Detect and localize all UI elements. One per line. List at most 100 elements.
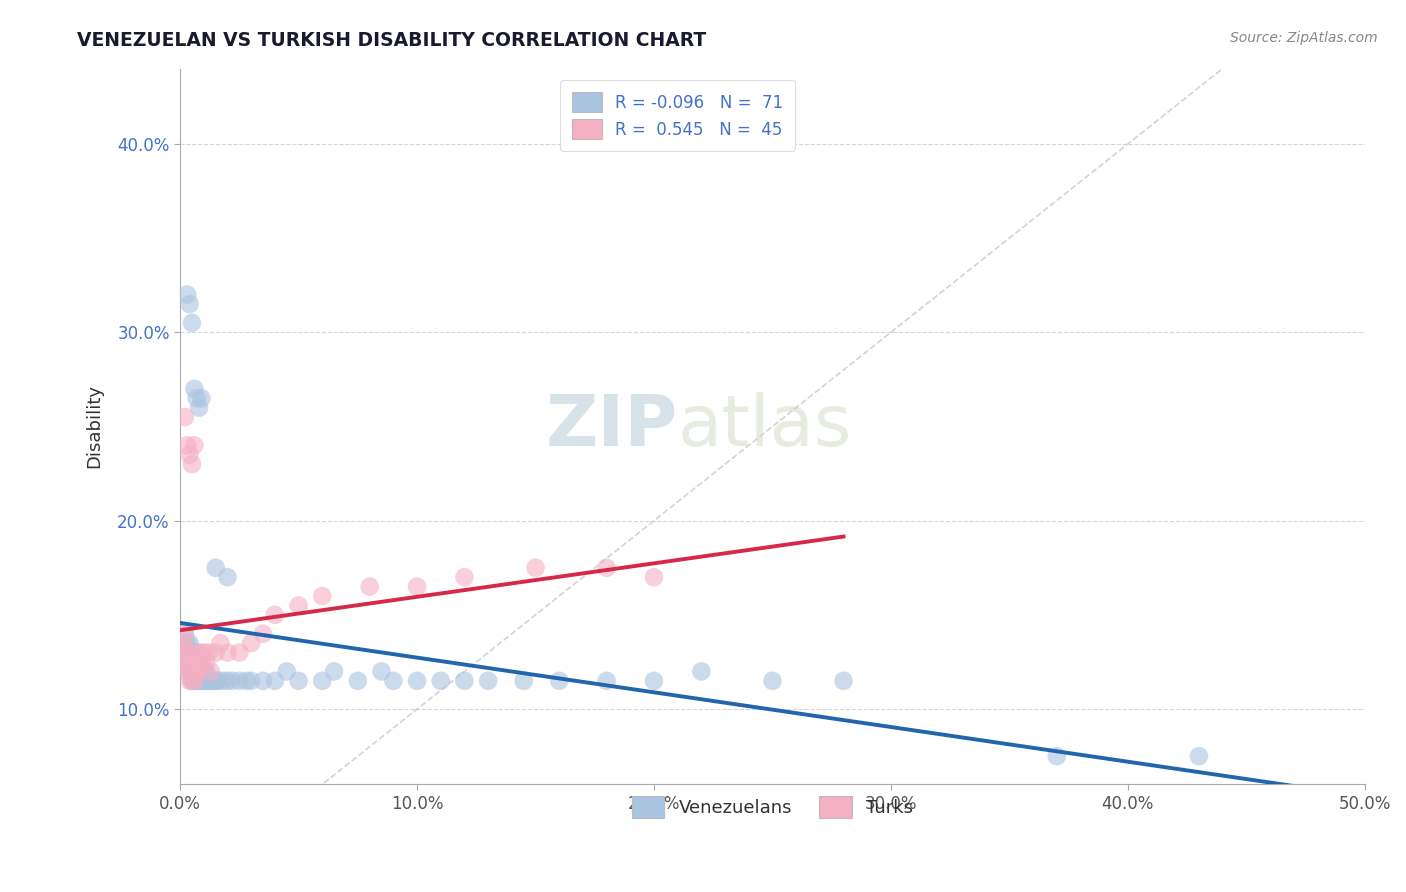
Point xyxy=(202,673,225,688)
Point xyxy=(186,665,208,679)
Point xyxy=(190,673,212,688)
Point xyxy=(193,665,215,679)
Point xyxy=(252,673,274,688)
Text: VENEZUELAN VS TURKISH DISABILITY CORRELATION CHART: VENEZUELAN VS TURKISH DISABILITY CORRELA… xyxy=(77,31,707,50)
Point xyxy=(311,673,333,688)
Point xyxy=(190,665,212,679)
Point xyxy=(311,589,333,603)
Point xyxy=(264,607,287,622)
Point xyxy=(188,665,211,679)
Point xyxy=(595,561,617,575)
Point xyxy=(188,665,211,679)
Text: Source: ZipAtlas.com: Source: ZipAtlas.com xyxy=(1230,31,1378,45)
Y-axis label: Disability: Disability xyxy=(86,384,103,468)
Point xyxy=(217,673,239,688)
Point xyxy=(188,655,211,669)
Point xyxy=(181,665,204,679)
Point xyxy=(186,391,208,405)
Point xyxy=(193,673,215,688)
Point xyxy=(176,655,198,669)
Point xyxy=(176,655,198,669)
Point xyxy=(197,646,219,660)
Point xyxy=(761,673,783,688)
Point xyxy=(200,665,222,679)
Point xyxy=(209,636,232,650)
Point xyxy=(179,636,201,650)
Point xyxy=(176,646,198,660)
Point xyxy=(204,646,226,660)
Point xyxy=(179,646,201,660)
Point xyxy=(173,655,195,669)
Point xyxy=(195,655,218,669)
Point xyxy=(179,448,201,462)
Point xyxy=(204,673,226,688)
Point xyxy=(183,382,205,396)
Point xyxy=(217,646,239,660)
Point xyxy=(173,410,195,425)
Point xyxy=(195,673,218,688)
Point xyxy=(173,646,195,660)
Point xyxy=(173,626,195,640)
Point xyxy=(183,655,205,669)
Text: ZIP: ZIP xyxy=(546,392,678,461)
Point xyxy=(548,673,571,688)
Point xyxy=(240,636,263,650)
Point xyxy=(453,673,475,688)
Point xyxy=(186,646,208,660)
Point xyxy=(240,673,263,688)
Point xyxy=(382,673,405,688)
Point xyxy=(176,646,198,660)
Point xyxy=(204,561,226,575)
Point xyxy=(190,655,212,669)
Point xyxy=(183,673,205,688)
Point xyxy=(183,665,205,679)
Point xyxy=(207,673,229,688)
Point xyxy=(173,626,195,640)
Point xyxy=(186,665,208,679)
Point xyxy=(188,401,211,415)
Legend: Venezuelans, Turks: Venezuelans, Turks xyxy=(624,789,921,825)
Point xyxy=(181,646,204,660)
Point xyxy=(228,673,250,688)
Point xyxy=(186,655,208,669)
Point xyxy=(287,673,309,688)
Point xyxy=(370,665,392,679)
Point xyxy=(172,636,194,650)
Point xyxy=(221,673,243,688)
Point xyxy=(190,391,212,405)
Point xyxy=(181,665,204,679)
Point xyxy=(179,646,201,660)
Point xyxy=(643,673,665,688)
Point xyxy=(173,636,195,650)
Point xyxy=(323,665,346,679)
Point xyxy=(690,665,713,679)
Point xyxy=(1188,749,1211,764)
Point xyxy=(179,665,201,679)
Point xyxy=(406,580,429,594)
Point xyxy=(477,673,499,688)
Point xyxy=(264,673,287,688)
Point xyxy=(453,570,475,584)
Point xyxy=(429,673,451,688)
Point xyxy=(193,646,215,660)
Point xyxy=(183,673,205,688)
Point xyxy=(181,655,204,669)
Point xyxy=(186,673,208,688)
Point xyxy=(228,646,250,660)
Point xyxy=(176,438,198,452)
Point xyxy=(172,646,194,660)
Point xyxy=(235,673,257,688)
Text: atlas: atlas xyxy=(678,392,852,461)
Point xyxy=(181,673,204,688)
Point xyxy=(197,673,219,688)
Point xyxy=(179,665,201,679)
Point xyxy=(179,655,201,669)
Point xyxy=(183,438,205,452)
Point xyxy=(172,646,194,660)
Point xyxy=(643,570,665,584)
Point xyxy=(276,665,298,679)
Point xyxy=(406,673,429,688)
Point xyxy=(512,673,534,688)
Point xyxy=(183,655,205,669)
Point xyxy=(181,673,204,688)
